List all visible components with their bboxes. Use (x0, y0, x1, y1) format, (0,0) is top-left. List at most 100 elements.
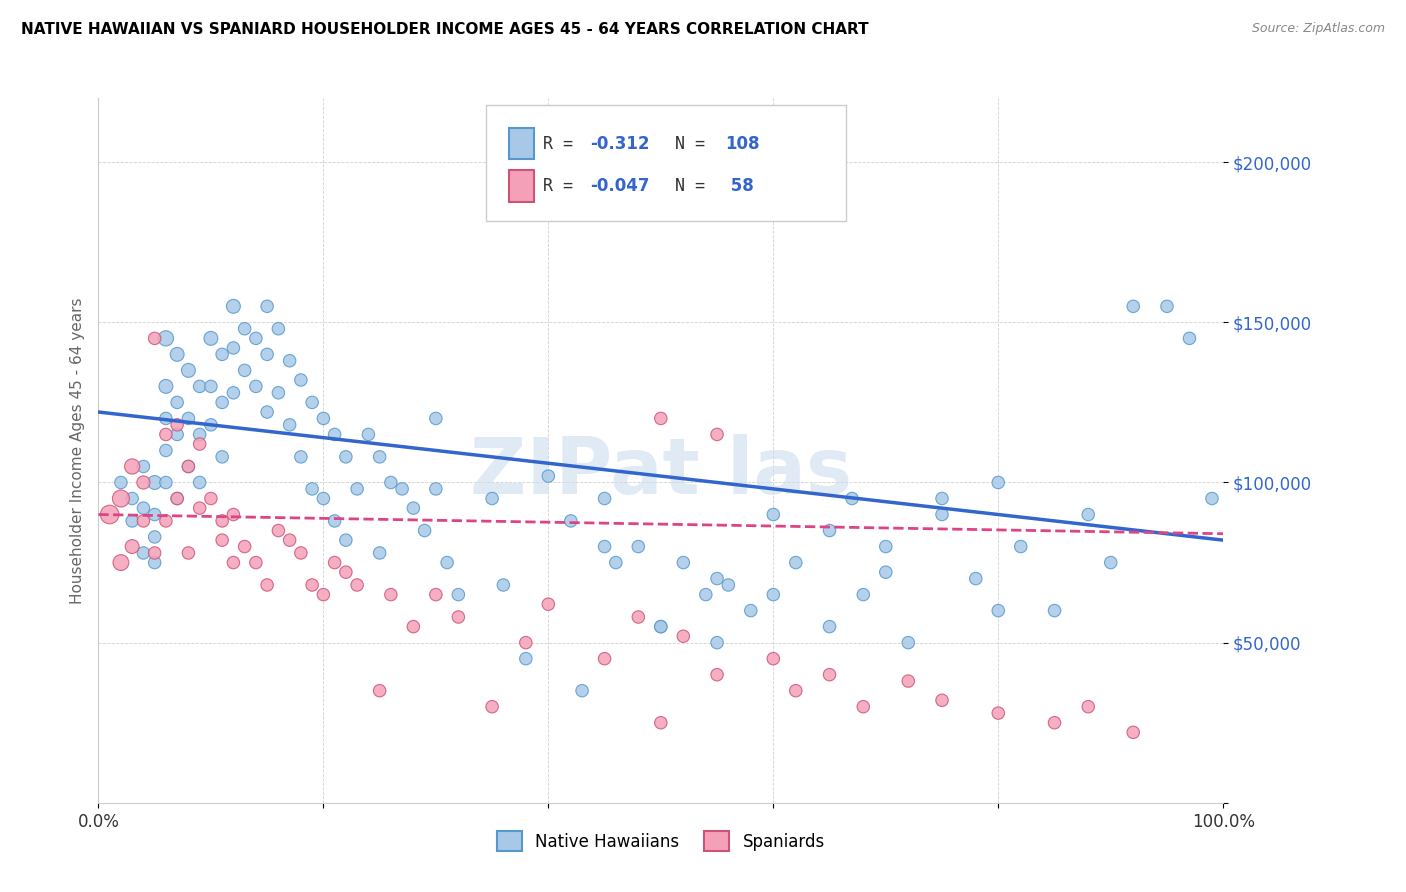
Point (402, 619, 425, 633)
Point (110, 556, 132, 570)
Point (188, 501, 211, 516)
Point (987, 475, 1010, 490)
Point (166, 347, 188, 361)
Point (762, 508, 785, 522)
Point (177, 546, 200, 560)
Point (177, 411, 200, 425)
Point (188, 475, 211, 490)
FancyBboxPatch shape (509, 170, 534, 202)
Point (110, 491, 132, 506)
Point (841, 491, 863, 506)
Text: N =: N = (675, 178, 716, 195)
Point (762, 651, 785, 665)
Point (1043, 715, 1066, 730)
Point (706, 572, 728, 586)
Point (211, 514, 233, 528)
Point (852, 699, 875, 714)
Point (121, 459, 143, 474)
Point (650, 619, 672, 633)
Point (256, 405, 278, 419)
Point (368, 683, 391, 698)
Point (222, 385, 245, 400)
Point (290, 546, 312, 560)
Point (706, 667, 728, 681)
Point (447, 588, 470, 602)
Text: R =: R = (543, 135, 582, 153)
Point (931, 491, 953, 506)
Point (897, 635, 920, 649)
Point (166, 491, 188, 506)
Point (222, 299, 245, 313)
Point (1156, 299, 1178, 313)
Point (132, 459, 155, 474)
Point (357, 427, 380, 442)
Point (143, 530, 166, 544)
Point (627, 540, 650, 554)
Point (1122, 299, 1144, 313)
Point (312, 588, 335, 602)
Y-axis label: Householder Income Ages 45 - 64 years: Householder Income Ages 45 - 64 years (69, 297, 84, 604)
Point (211, 395, 233, 409)
Point (605, 556, 627, 570)
Point (436, 556, 458, 570)
Text: N =: N = (675, 135, 716, 153)
Point (312, 411, 335, 425)
Point (166, 427, 188, 442)
Point (222, 556, 245, 570)
Point (987, 706, 1010, 720)
Point (413, 524, 436, 538)
FancyBboxPatch shape (509, 128, 534, 160)
Point (188, 437, 211, 451)
Point (931, 693, 953, 707)
Point (132, 475, 155, 490)
Point (155, 475, 177, 490)
Point (256, 578, 278, 592)
Point (211, 347, 233, 361)
Point (1201, 491, 1223, 506)
Point (1077, 699, 1099, 714)
Point (391, 482, 413, 496)
Point (346, 578, 368, 592)
Point (481, 491, 503, 506)
Point (278, 417, 301, 432)
Point (121, 514, 143, 528)
Point (1043, 604, 1066, 618)
Point (931, 508, 953, 522)
Point (188, 379, 211, 393)
Point (188, 427, 211, 442)
Point (155, 427, 177, 442)
Point (425, 411, 447, 425)
Point (155, 331, 177, 345)
Point (818, 619, 841, 633)
Point (1010, 540, 1032, 554)
Point (211, 450, 233, 464)
Point (177, 459, 200, 474)
Point (121, 491, 143, 506)
Point (593, 540, 616, 554)
Point (987, 604, 1010, 618)
Text: R =: R = (543, 178, 582, 195)
Point (301, 395, 323, 409)
Point (515, 635, 537, 649)
Point (233, 363, 256, 377)
Point (717, 578, 740, 592)
Point (98, 508, 121, 522)
Point (650, 619, 672, 633)
Point (425, 482, 447, 496)
Point (143, 475, 166, 490)
Point (233, 322, 256, 336)
Point (537, 597, 560, 611)
Point (650, 411, 672, 425)
Point (425, 588, 447, 602)
Point (245, 556, 267, 570)
Point (312, 491, 335, 506)
Point (121, 540, 143, 554)
Point (267, 385, 290, 400)
Point (368, 546, 391, 560)
Point (818, 667, 841, 681)
Point (143, 556, 166, 570)
Legend: Native Hawaiians, Spaniards: Native Hawaiians, Spaniards (491, 824, 831, 858)
Point (537, 469, 560, 483)
Point (335, 533, 357, 548)
Point (335, 450, 357, 464)
